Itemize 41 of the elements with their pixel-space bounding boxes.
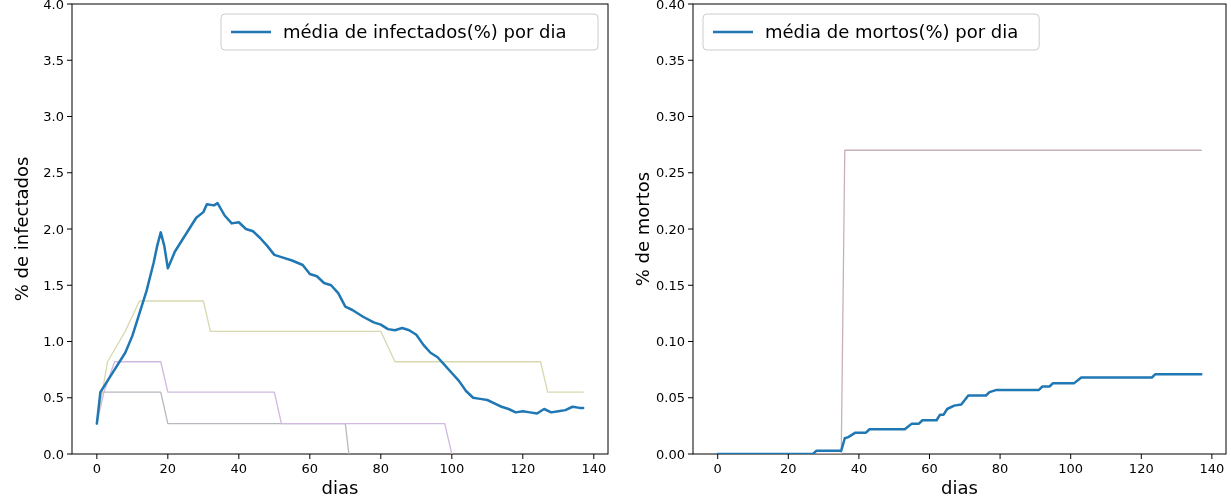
y-tick-label: 0.10 xyxy=(656,334,685,349)
legend-label: média de mortos(%) por dia xyxy=(765,21,1019,42)
x-tick-label: 40 xyxy=(230,461,248,476)
x-axis-title: dias xyxy=(321,477,359,498)
y-tick-label: 2.0 xyxy=(43,221,64,237)
y-tick-label: 1.5 xyxy=(43,277,64,293)
x-tick-label: 0 xyxy=(92,461,101,476)
x-tick-label: 80 xyxy=(372,461,390,476)
x-tick-label: 120 xyxy=(1128,461,1154,476)
y-axis-title: % de infectados xyxy=(11,156,32,302)
y-tick-label: 0.15 xyxy=(656,277,685,293)
legend-label: média de infectados(%) por dia xyxy=(283,21,567,42)
x-tick-label: 120 xyxy=(510,461,536,476)
y-tick-label: 2.5 xyxy=(43,165,64,181)
y-axis-title: % de mortos xyxy=(632,171,653,287)
x-tick-label: 100 xyxy=(1058,461,1084,476)
line-series xyxy=(716,372,1203,454)
y-tick-label: 0.30 xyxy=(656,109,685,124)
y-tick-label: 0.25 xyxy=(656,165,685,181)
x-axis-title: dias xyxy=(941,477,978,498)
x-tick-label: 60 xyxy=(921,461,938,476)
x-tick-label: 140 xyxy=(581,461,607,476)
x-tick-label: 20 xyxy=(159,461,177,476)
y-tick-label: 3.0 xyxy=(43,109,64,124)
y-tick-label: 0.5 xyxy=(43,390,64,406)
x-tick-label: 80 xyxy=(991,461,1009,476)
y-tick-label: 0.0 xyxy=(43,446,64,462)
y-tick-label: 1.0 xyxy=(43,334,64,349)
line-series xyxy=(96,361,453,454)
y-tick-label: 0.05 xyxy=(656,390,685,406)
x-tick-label: 0 xyxy=(713,461,722,476)
y-tick-label: 0.00 xyxy=(656,446,685,462)
x-tick-label: 100 xyxy=(439,461,465,476)
x-tick-label: 60 xyxy=(301,461,319,476)
x-tick-label: 40 xyxy=(850,461,868,476)
y-tick-label: 0.35 xyxy=(656,52,685,68)
y-tick-label: 3.5 xyxy=(43,52,64,68)
y-tick-label: 0.20 xyxy=(656,221,685,237)
line-series xyxy=(95,201,585,425)
x-tick-label: 140 xyxy=(1199,461,1225,476)
x-tick-label: 20 xyxy=(780,461,797,476)
